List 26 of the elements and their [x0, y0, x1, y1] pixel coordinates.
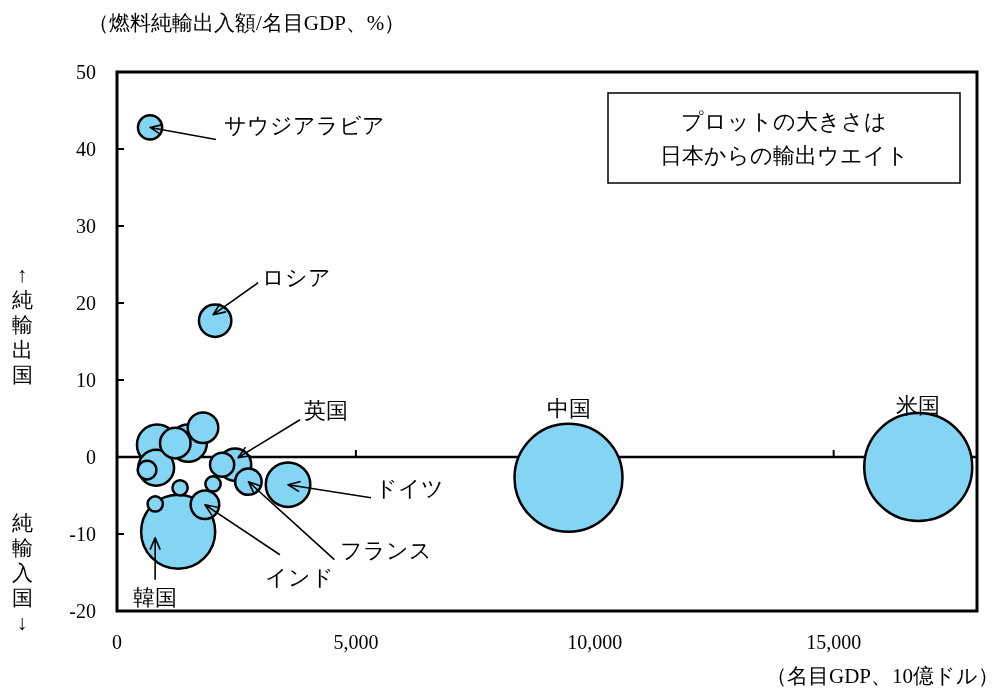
y-tick-label: 30: [76, 215, 96, 237]
y-tick-label: 10: [76, 369, 96, 391]
y-axis-title: （燃料純輸出入額/名目GDP、%）: [88, 11, 406, 35]
x-tick-label: 5,000: [333, 631, 379, 653]
x-axis-title: （名目GDP、10億ドル）: [765, 664, 999, 688]
note-box: プロットの大きさは日本からの輸出ウエイト: [607, 92, 961, 184]
text: ↑純輸出国: [11, 263, 33, 387]
annotation: プロットの大きさは日本からの輸出ウエイト: [659, 109, 909, 168]
y-tick-label: -10: [69, 523, 96, 545]
annotation: ドイツ: [375, 475, 445, 501]
annotation: 韓国: [133, 584, 178, 610]
annotation: インド: [264, 564, 334, 590]
x-tick-label: 0: [112, 631, 122, 653]
x-tick-label: 10,000: [567, 631, 623, 653]
annotation: 英国: [304, 397, 349, 423]
y-tick-label: -20: [69, 600, 96, 622]
text: 純輸入国↓: [11, 511, 33, 635]
annotation: サウジアラビア: [224, 113, 386, 139]
y-tick-label: 40: [76, 138, 96, 160]
y-tick-label: 0: [86, 446, 96, 468]
annotation: 中国: [546, 395, 591, 421]
y-tick-label: 20: [76, 292, 96, 314]
annotation: フランス: [340, 537, 433, 563]
y-tick-label: 50: [76, 61, 96, 83]
annotation: ロシア: [262, 264, 332, 290]
x-tick-label: 15,000: [806, 631, 862, 653]
